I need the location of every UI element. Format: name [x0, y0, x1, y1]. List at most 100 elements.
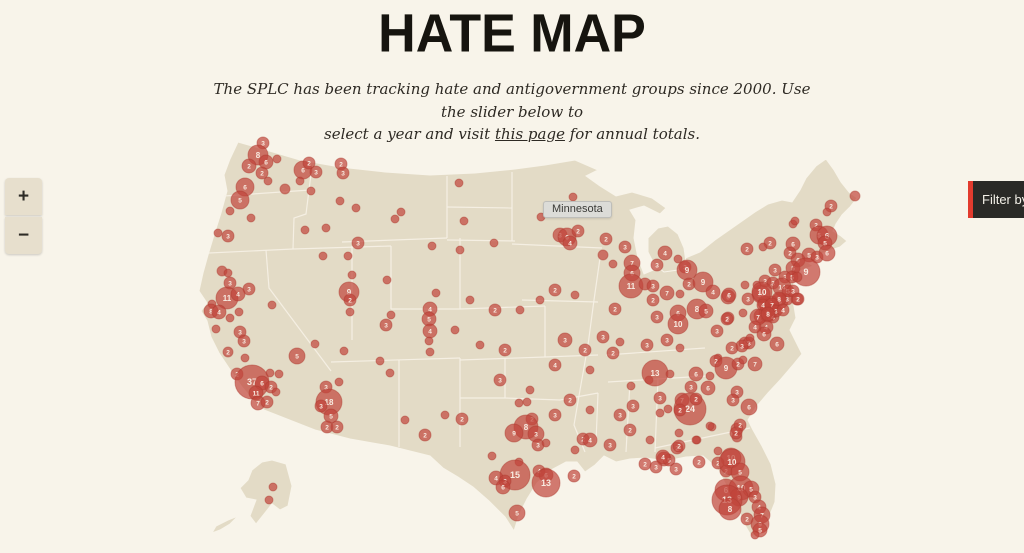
map-marker[interactable]	[760, 306, 776, 322]
map-marker[interactable]	[740, 242, 754, 256]
map-marker[interactable]	[222, 346, 234, 358]
map-marker[interactable]	[548, 408, 562, 422]
map-marker[interactable]	[692, 271, 714, 293]
map-marker[interactable]	[745, 333, 755, 343]
map-marker[interactable]	[758, 242, 768, 252]
map-marker[interactable]	[756, 326, 772, 342]
map-marker[interactable]	[223, 268, 233, 278]
map-marker[interactable]	[567, 469, 581, 483]
map-marker[interactable]	[738, 308, 748, 318]
map-marker[interactable]	[541, 438, 551, 448]
map-marker[interactable]	[578, 343, 592, 357]
map-marker[interactable]	[488, 303, 502, 317]
map-marker[interactable]	[613, 408, 627, 422]
map-marker[interactable]	[582, 432, 598, 448]
map-marker[interactable]	[673, 254, 683, 264]
map-marker[interactable]	[318, 251, 328, 261]
map-marker[interactable]	[721, 287, 737, 303]
map-marker[interactable]	[237, 334, 251, 348]
map-marker[interactable]	[718, 497, 742, 521]
map-marker[interactable]	[673, 403, 687, 417]
map-marker[interactable]	[264, 495, 274, 505]
map-marker[interactable]	[459, 216, 469, 226]
map-marker[interactable]	[818, 244, 836, 262]
map-marker[interactable]	[427, 241, 437, 251]
map-marker[interactable]	[700, 380, 716, 396]
map-marker[interactable]	[768, 263, 782, 277]
map-marker[interactable]	[335, 196, 345, 206]
map-marker[interactable]	[763, 236, 777, 250]
map-marker[interactable]	[475, 340, 485, 350]
map-marker[interactable]	[336, 166, 350, 180]
map-marker[interactable]	[310, 339, 320, 349]
map-marker[interactable]	[596, 330, 610, 344]
map-marker[interactable]	[599, 232, 613, 246]
map-marker[interactable]	[288, 347, 306, 365]
map-marker[interactable]	[314, 399, 328, 413]
map-marker[interactable]	[489, 238, 499, 248]
map-marker[interactable]	[309, 165, 323, 179]
map-marker[interactable]	[563, 393, 577, 407]
map-marker[interactable]	[263, 176, 273, 186]
map-marker[interactable]	[720, 312, 734, 326]
map-marker[interactable]	[585, 365, 595, 375]
map-marker[interactable]	[221, 229, 235, 243]
map-marker[interactable]	[246, 213, 256, 223]
map-marker[interactable]	[522, 397, 532, 407]
map-marker[interactable]	[557, 332, 573, 348]
map-marker[interactable]	[748, 320, 762, 334]
map-marker[interactable]	[705, 284, 721, 300]
map-marker[interactable]	[640, 338, 654, 352]
map-marker[interactable]	[698, 303, 714, 319]
map-marker[interactable]	[674, 428, 684, 438]
map-marker[interactable]	[791, 292, 805, 306]
map-marker[interactable]	[646, 293, 660, 307]
map-marker[interactable]	[508, 504, 526, 522]
map-marker[interactable]	[267, 300, 277, 310]
map-marker[interactable]	[504, 423, 524, 443]
map-marker[interactable]	[675, 289, 685, 299]
map-marker[interactable]	[213, 228, 223, 238]
map-marker[interactable]	[334, 377, 344, 387]
map-marker[interactable]	[379, 318, 393, 332]
zoom-in-button[interactable]: +	[5, 178, 42, 215]
map-marker[interactable]	[386, 310, 396, 320]
map-marker[interactable]	[822, 207, 832, 217]
map-marker[interactable]	[440, 410, 450, 420]
map-marker[interactable]	[776, 303, 790, 317]
map-marker[interactable]	[382, 275, 392, 285]
map-marker[interactable]	[649, 460, 663, 474]
map-marker[interactable]	[692, 455, 706, 469]
map-marker[interactable]	[455, 412, 469, 426]
map-marker[interactable]	[568, 192, 578, 202]
map-marker[interactable]	[418, 428, 432, 442]
map-marker[interactable]	[691, 435, 701, 445]
map-marker[interactable]	[660, 333, 674, 347]
map-marker[interactable]	[240, 353, 250, 363]
map-marker[interactable]	[515, 305, 525, 315]
map-marker[interactable]	[655, 449, 671, 465]
map-marker[interactable]	[211, 304, 227, 320]
map-marker[interactable]	[741, 292, 755, 306]
map-marker[interactable]	[260, 395, 274, 409]
map-marker[interactable]	[750, 530, 760, 540]
map-marker[interactable]	[623, 423, 637, 437]
map-marker[interactable]	[230, 286, 246, 302]
map-marker[interactable]	[689, 392, 703, 406]
map-marker[interactable]	[343, 251, 353, 261]
map-marker[interactable]	[487, 451, 497, 461]
map-marker[interactable]	[653, 391, 667, 405]
map-marker[interactable]	[740, 280, 750, 290]
map-marker[interactable]	[390, 214, 400, 224]
map-marker[interactable]	[626, 399, 640, 413]
filter-by-button[interactable]: Filter by	[968, 181, 1024, 218]
map-marker[interactable]	[300, 225, 310, 235]
map-marker[interactable]	[306, 186, 316, 196]
map-marker[interactable]	[241, 158, 257, 174]
map-marker[interactable]	[791, 271, 803, 283]
map-marker[interactable]	[849, 190, 861, 202]
map-marker[interactable]	[665, 369, 675, 379]
map-marker[interactable]	[684, 380, 698, 394]
map-marker[interactable]	[345, 307, 355, 317]
